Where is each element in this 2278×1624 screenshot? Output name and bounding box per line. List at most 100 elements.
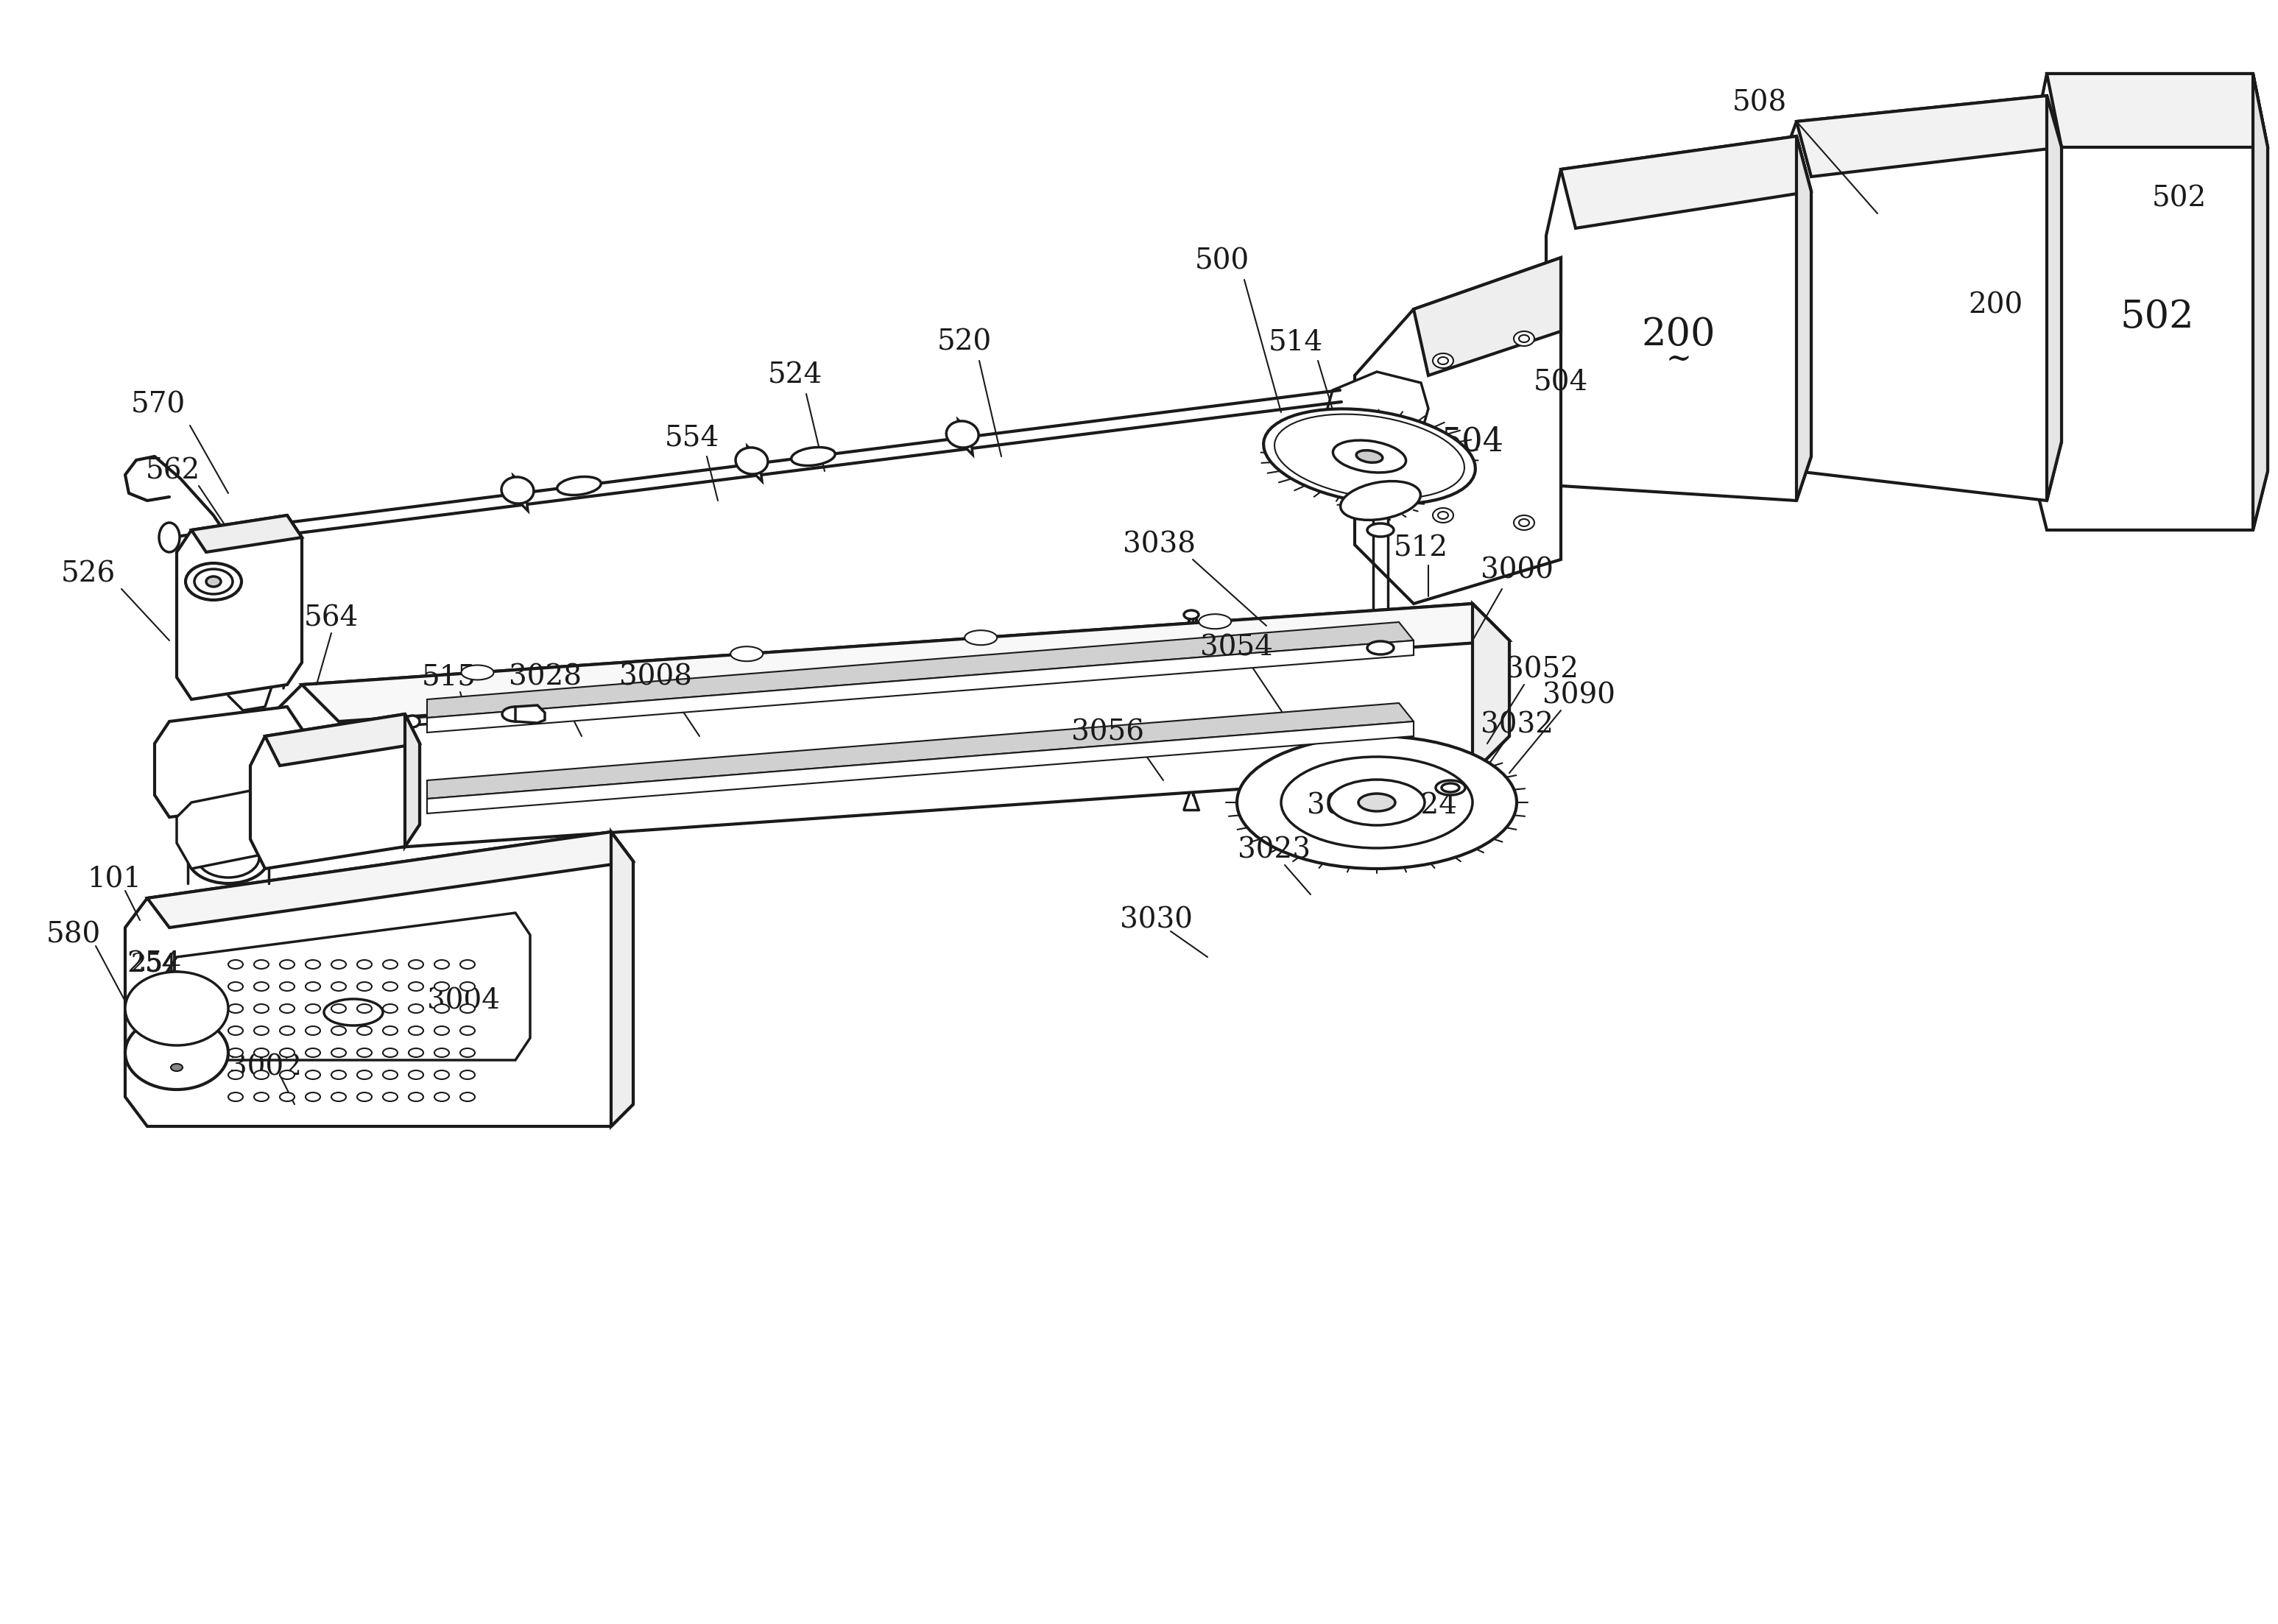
Ellipse shape — [228, 983, 244, 991]
Polygon shape — [264, 604, 1510, 854]
Ellipse shape — [408, 1026, 424, 1034]
Ellipse shape — [1198, 614, 1230, 628]
Text: ~: ~ — [166, 1039, 187, 1062]
Text: 3024: 3024 — [1385, 793, 1458, 820]
Ellipse shape — [358, 960, 371, 970]
Ellipse shape — [1185, 611, 1198, 619]
Text: 524: 524 — [768, 362, 822, 390]
Ellipse shape — [255, 1070, 269, 1080]
Text: 254: 254 — [128, 950, 182, 978]
Ellipse shape — [305, 1093, 321, 1101]
Ellipse shape — [435, 983, 449, 991]
Ellipse shape — [435, 960, 449, 970]
Polygon shape — [2032, 73, 2267, 529]
Text: 508: 508 — [1731, 89, 1786, 117]
Text: 500: 500 — [1196, 248, 1251, 274]
Ellipse shape — [408, 1093, 424, 1101]
Ellipse shape — [330, 983, 346, 991]
Ellipse shape — [1437, 357, 1449, 364]
Text: 3054: 3054 — [1201, 635, 1273, 661]
Polygon shape — [162, 913, 531, 1060]
Ellipse shape — [383, 983, 399, 991]
Polygon shape — [2048, 96, 2062, 500]
Polygon shape — [264, 715, 419, 765]
Text: 3090: 3090 — [1542, 682, 1615, 710]
Ellipse shape — [383, 1049, 399, 1057]
Ellipse shape — [330, 960, 346, 970]
Ellipse shape — [460, 1049, 474, 1057]
Text: 101: 101 — [87, 866, 141, 893]
Text: 562: 562 — [146, 458, 200, 486]
Polygon shape — [1415, 258, 1560, 375]
Polygon shape — [426, 640, 1415, 732]
Ellipse shape — [460, 983, 474, 991]
Ellipse shape — [435, 1026, 449, 1034]
Text: 502: 502 — [2153, 185, 2207, 213]
Ellipse shape — [358, 1004, 371, 1013]
Ellipse shape — [945, 421, 980, 448]
Text: 3028: 3028 — [508, 664, 581, 690]
Ellipse shape — [435, 1049, 449, 1057]
Polygon shape — [1355, 258, 1560, 604]
Ellipse shape — [280, 1093, 294, 1101]
Ellipse shape — [305, 960, 321, 970]
Text: 504: 504 — [1442, 425, 1503, 458]
Ellipse shape — [330, 1004, 346, 1013]
Text: 570: 570 — [130, 391, 185, 419]
Ellipse shape — [358, 983, 371, 991]
Ellipse shape — [408, 1049, 424, 1057]
Ellipse shape — [205, 577, 221, 586]
Ellipse shape — [171, 1064, 182, 1072]
Ellipse shape — [790, 447, 836, 466]
Ellipse shape — [1433, 508, 1453, 523]
Text: 3023: 3023 — [1237, 836, 1310, 864]
Polygon shape — [1560, 136, 1811, 229]
Ellipse shape — [1237, 736, 1517, 869]
Polygon shape — [515, 705, 544, 723]
Ellipse shape — [194, 568, 232, 594]
Ellipse shape — [330, 1093, 346, 1101]
Ellipse shape — [305, 1026, 321, 1034]
Ellipse shape — [1433, 354, 1453, 369]
Ellipse shape — [358, 1026, 371, 1034]
Polygon shape — [959, 419, 973, 455]
Ellipse shape — [383, 1093, 399, 1101]
Polygon shape — [1326, 372, 1428, 445]
Ellipse shape — [125, 971, 228, 1046]
Ellipse shape — [228, 1070, 244, 1080]
Ellipse shape — [228, 1004, 244, 1013]
Ellipse shape — [1333, 440, 1406, 473]
Ellipse shape — [280, 1049, 294, 1057]
Text: 3002: 3002 — [228, 1054, 301, 1082]
Ellipse shape — [1264, 409, 1476, 503]
Text: 3056: 3056 — [1071, 719, 1144, 745]
Polygon shape — [405, 715, 419, 846]
Ellipse shape — [305, 1049, 321, 1057]
Ellipse shape — [1358, 794, 1394, 812]
Text: 254: 254 — [150, 1021, 203, 1047]
Ellipse shape — [1367, 641, 1394, 654]
Ellipse shape — [558, 477, 601, 495]
Polygon shape — [747, 447, 763, 481]
Text: 502: 502 — [2121, 297, 2194, 335]
Ellipse shape — [255, 1093, 269, 1101]
Ellipse shape — [187, 831, 269, 883]
Ellipse shape — [460, 960, 474, 970]
Ellipse shape — [1367, 523, 1394, 536]
Ellipse shape — [280, 1026, 294, 1034]
Polygon shape — [426, 721, 1415, 814]
Ellipse shape — [228, 1093, 244, 1101]
Ellipse shape — [159, 523, 180, 552]
Polygon shape — [611, 831, 633, 1127]
Polygon shape — [1547, 136, 1811, 500]
Text: 200: 200 — [1642, 317, 1715, 354]
Polygon shape — [125, 831, 633, 1127]
Ellipse shape — [1515, 331, 1535, 346]
Ellipse shape — [1280, 757, 1472, 848]
Ellipse shape — [305, 1004, 321, 1013]
Ellipse shape — [460, 1004, 474, 1013]
Ellipse shape — [255, 960, 269, 970]
Text: 564: 564 — [303, 604, 358, 632]
Text: 504: 504 — [1533, 369, 1588, 396]
Polygon shape — [155, 706, 303, 817]
